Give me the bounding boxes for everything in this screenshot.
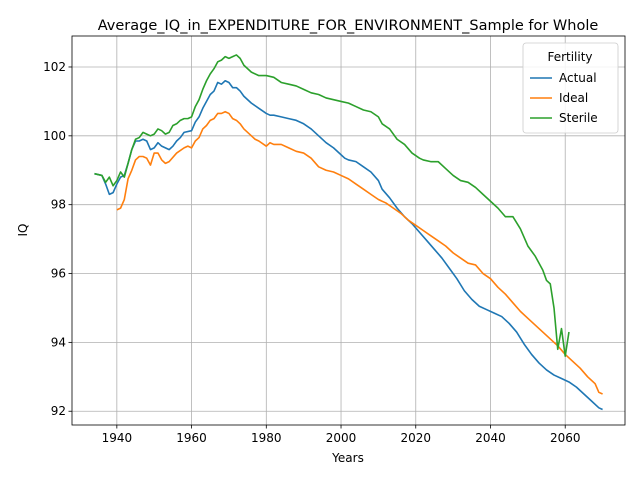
legend-box — [522, 42, 619, 134]
legend-label-ideal: Ideal — [559, 91, 588, 105]
x-tick-label: 2060 — [550, 431, 581, 445]
y-tick-label: 94 — [51, 335, 66, 349]
x-tick-label: 1980 — [251, 431, 282, 445]
y-tick-label: 98 — [51, 198, 66, 212]
x-tick-label: 1940 — [102, 431, 133, 445]
legend-label-actual: Actual — [559, 71, 597, 85]
x-axis-label: Years — [331, 451, 364, 465]
legend: Fertility Actual Ideal Sterile — [522, 42, 619, 134]
legend-entries: Actual Ideal Sterile — [530, 71, 598, 125]
y-axis-label: IQ — [16, 224, 30, 237]
y-tick-label: 92 — [51, 404, 66, 418]
x-tick-label: 2000 — [326, 431, 357, 445]
legend-label-sterile: Sterile — [559, 111, 598, 125]
y-tick-label: 102 — [43, 60, 66, 74]
axis-ticks: 1940 1960 1980 2000 2020 2040 2060 92 94 96 98 100 1… — [43, 60, 580, 445]
x-tick-label: 1960 — [176, 431, 207, 445]
chart-title: Average_IQ_in_EXPENDITURE_FOR_ENVIRONMEN… — [98, 18, 599, 34]
plot-frame — [71, 35, 626, 426]
y-tick-label: 96 — [51, 267, 66, 281]
series-lines — [94, 54, 603, 411]
series-line-ideal — [116, 110, 603, 395]
y-tick-label: 100 — [43, 129, 66, 143]
x-tick-label: 2040 — [475, 431, 506, 445]
series-line-sterile — [94, 54, 570, 357]
legend-title: Fertility — [547, 50, 592, 64]
series-line-actual — [94, 79, 603, 411]
x-tick-label: 2020 — [400, 431, 431, 445]
